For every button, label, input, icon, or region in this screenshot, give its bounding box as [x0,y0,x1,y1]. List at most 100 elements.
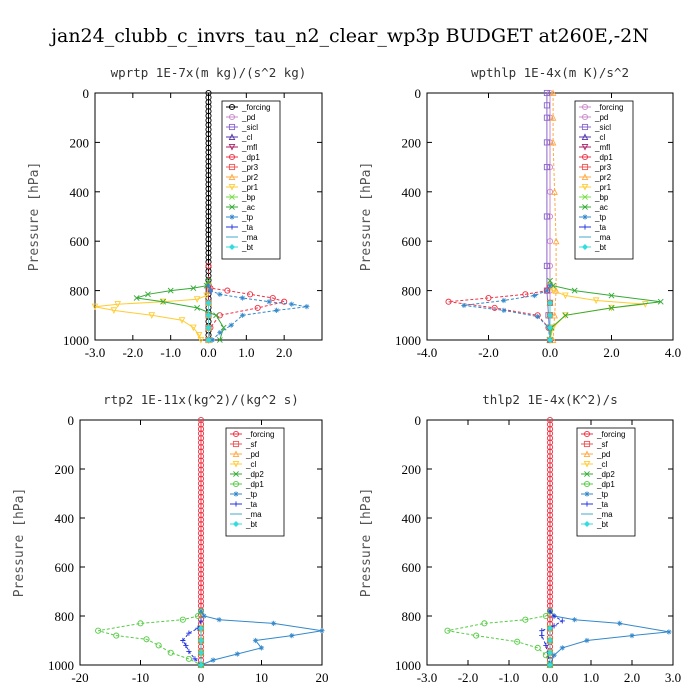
legend-marker [584,501,590,507]
series-line-ta [182,620,202,666]
legend-entry: _forcing [241,103,270,112]
legend-marker [232,480,240,488]
legend: _forcing_sf_pd_cl_dp2_dp1_tp_ta_ma_bt [576,427,636,537]
panel-title: rtp2 1E-11x(kg^2)/(kg^2 s) [103,392,299,407]
data-point [547,283,553,289]
data-point [210,657,216,663]
data-point [546,435,554,442]
legend-marker [581,103,589,111]
data-point [197,649,205,656]
data-point [197,571,205,578]
x-tick-label: -2.0 [123,345,144,360]
data-point [549,138,557,146]
legend-marker [581,113,589,121]
legend-entry: _dp1 [596,480,615,489]
data-point [197,589,205,596]
data-point [491,304,498,311]
data-point [197,466,205,473]
legend-marker [581,183,589,191]
legend-entry: _cl [596,460,607,469]
data-point [266,299,272,305]
data-point [178,317,186,324]
y-tick-label: 0 [415,86,422,101]
data-point [546,512,554,519]
data-point [205,130,212,138]
legend-entry: _dp2 [245,470,264,479]
data-point [546,543,554,550]
data-point [194,612,202,620]
y-tick-label: 600 [402,234,422,249]
legend-entry: _mfl [241,143,257,152]
data-point [205,172,212,179]
legend-marker [583,520,591,528]
data-point [197,548,205,555]
panel-title: wprtp 1E-7x(m kg)/(s^2 kg) [111,65,307,80]
data-point [205,158,212,165]
y-tick-label: 200 [70,135,90,150]
legend-marker [232,450,240,458]
x-tick-label: 0.0 [542,670,558,685]
data-point [546,516,554,523]
legend-entry: _cl [594,133,605,142]
series-group [91,89,310,344]
data-point [546,484,554,491]
y-tick-label: 0 [415,413,422,428]
data-point [289,301,295,307]
legend-marker [228,123,236,131]
legend-entry: _pd [241,113,255,122]
legend-entry: _ta [245,500,258,509]
data-point [544,288,550,294]
legend-entry: _cl [245,460,256,469]
data-point [572,617,578,623]
legend-entry: _tp [594,213,607,222]
legend-entry: _forcing [596,430,625,439]
x-tick-label: -10 [132,670,149,685]
legend-entry: _forcing [245,430,274,439]
data-point [551,652,557,658]
data-point [546,312,554,319]
data-point [197,457,205,464]
legend-entry: _pr1 [594,183,612,192]
data-point [197,598,205,605]
data-point [205,299,212,306]
data-point [205,103,212,110]
legend-entry: _ta [596,500,609,509]
data-point [207,288,213,294]
legend-box [576,427,636,537]
legend-marker [228,103,236,111]
data-point [197,552,205,560]
data-point [546,493,554,500]
data-point [198,608,204,614]
data-point [216,337,223,343]
legend: _forcing_pd_sicl_cl_mfl_dp1_pr3_pr2_pr1_… [221,100,281,260]
series-line-dp1 [98,610,202,666]
legend-marker [584,491,590,497]
y-tick-label: 600 [70,234,90,249]
data-point [190,285,197,292]
data-point [205,108,212,115]
legend: _forcing_pd_sicl_cl_mfl_dp1_pr3_pr2_pr1_… [574,100,634,260]
data-point [197,426,205,433]
data-point [197,430,205,437]
data-point [546,548,554,555]
chart-panel-1: wprtp 1E-7x(m kg)/(s^2 kg) Pressure [hPa]… [27,65,323,360]
data-point [549,89,557,97]
data-point [203,292,210,300]
legend-entry: _sicl [594,123,611,132]
legend-marker [228,153,236,161]
data-point [522,616,529,623]
legend-entry: _pr2 [241,173,259,182]
data-point [137,620,144,627]
data-point [234,651,240,657]
data-point [205,222,212,229]
data-point [197,421,205,428]
legend-entry: _mfl [594,143,610,152]
legend-marker [229,204,235,210]
data-point [546,462,554,469]
y-tick-label: 1000 [63,333,89,348]
data-point [546,566,554,573]
legend-entry: _bt [245,520,258,529]
legend-marker [228,173,236,181]
y-tick-label: 600 [402,560,422,575]
data-point [205,277,212,284]
